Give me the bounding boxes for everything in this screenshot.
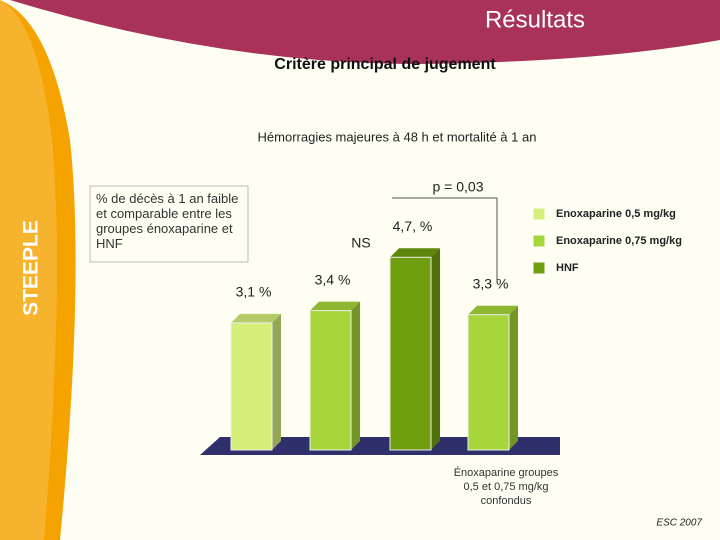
side-label: STEEPLE bbox=[20, 220, 43, 316]
bar-side bbox=[351, 301, 360, 450]
legend-label: Enoxaparine 0,75 mg/kg bbox=[556, 235, 682, 247]
bar bbox=[389, 256, 432, 451]
bar-side bbox=[272, 313, 281, 450]
bar-top bbox=[310, 301, 360, 311]
footer: ESC 2007 bbox=[656, 518, 702, 529]
legend-label: HNF bbox=[556, 262, 579, 274]
legend-swatch bbox=[532, 234, 546, 248]
bar-top bbox=[390, 248, 440, 258]
bar-side bbox=[431, 248, 440, 450]
chart-title: Hémorragies majeures à 48 h et mortalité… bbox=[258, 129, 537, 144]
legend-swatch bbox=[532, 207, 546, 221]
ns-label: NS bbox=[351, 235, 370, 251]
slide-subtitle: Critère principal de jugement bbox=[274, 56, 496, 73]
side-band-light bbox=[0, 0, 57, 540]
slide-title: Résultats bbox=[485, 6, 585, 33]
bar-top bbox=[231, 313, 281, 323]
annotation-box bbox=[89, 185, 249, 263]
legend-swatch bbox=[532, 261, 546, 275]
annotation: % de décès à 1 an faible et comparable e… bbox=[96, 191, 239, 251]
value-label: 3,3 % bbox=[473, 275, 509, 291]
value-label: 4,7, % bbox=[393, 218, 433, 234]
bar bbox=[309, 310, 352, 451]
value-label: 3,4 % bbox=[315, 271, 351, 287]
legend-label: Enoxaparine 0,5 mg/kg bbox=[556, 208, 676, 220]
header-band bbox=[0, 0, 720, 64]
p-bracket bbox=[392, 197, 498, 280]
bar bbox=[467, 314, 510, 451]
bar bbox=[230, 322, 273, 451]
p-value-label: p = 0,03 bbox=[433, 179, 484, 195]
bar-side bbox=[509, 305, 518, 450]
side-band bbox=[0, 0, 76, 540]
bar-top bbox=[468, 305, 518, 315]
value-label: 3,1 % bbox=[236, 284, 272, 300]
category-label: Énoxaparine groupes 0,5 et 0,75 mg/kg co… bbox=[453, 467, 559, 507]
